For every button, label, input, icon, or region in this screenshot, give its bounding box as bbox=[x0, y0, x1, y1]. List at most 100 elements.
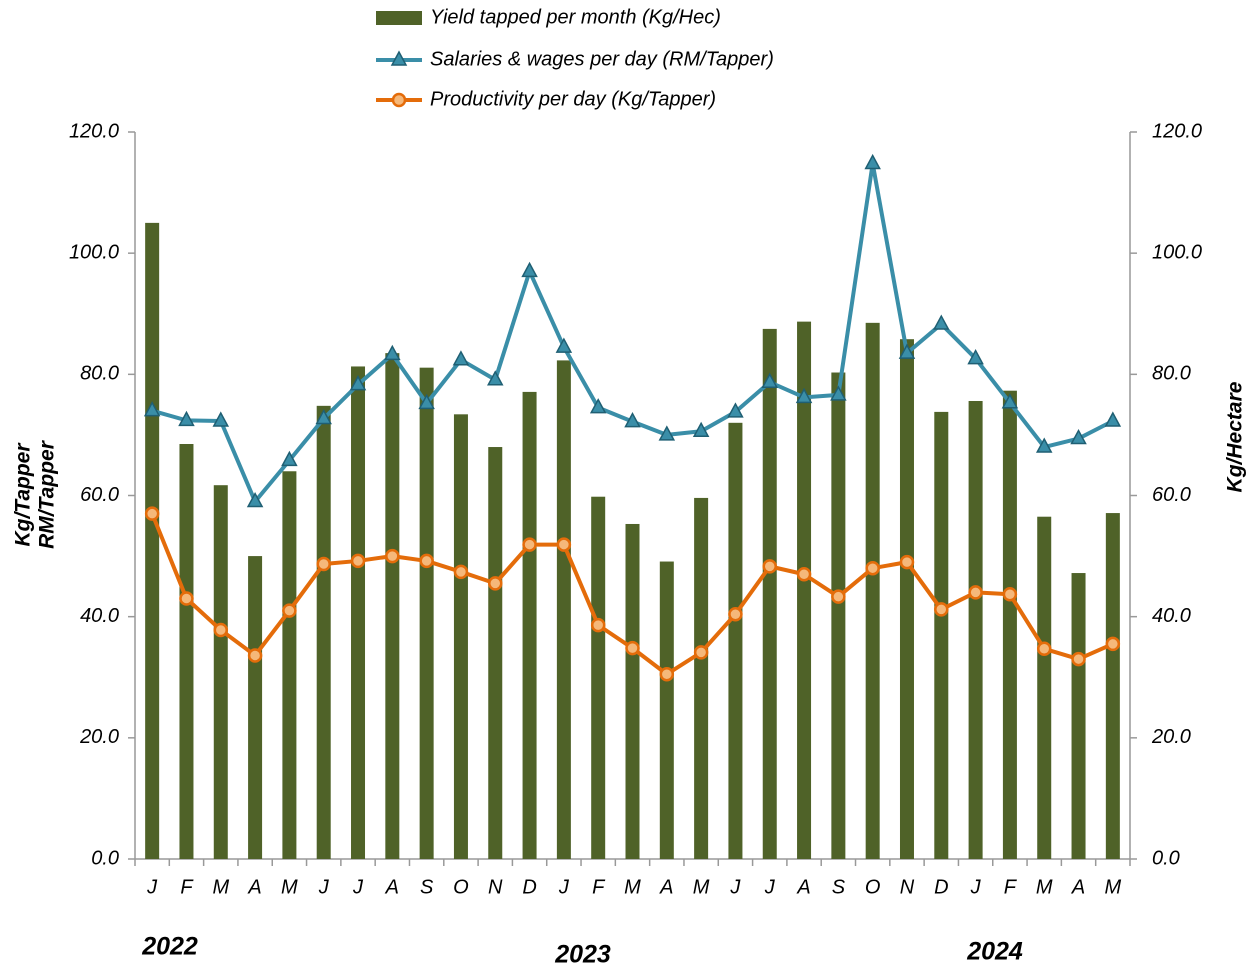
x-tick-label: O bbox=[865, 876, 881, 898]
marker bbox=[865, 560, 880, 576]
year-label: 2023 bbox=[554, 941, 611, 968]
marker bbox=[213, 622, 229, 638]
bar bbox=[865, 322, 880, 859]
x-tick-label: A bbox=[796, 876, 810, 898]
x-tick-label: S bbox=[832, 876, 846, 898]
year-label: 2024 bbox=[966, 938, 1023, 966]
x-tick-label: M bbox=[212, 876, 229, 898]
marker bbox=[1036, 641, 1052, 657]
marker bbox=[761, 372, 778, 388]
x-tick-label: J bbox=[146, 876, 158, 898]
bar bbox=[453, 414, 468, 859]
marker bbox=[899, 554, 915, 570]
bar bbox=[899, 339, 914, 859]
marker bbox=[659, 666, 675, 682]
marker bbox=[522, 537, 537, 552]
y-tick-label: 100.0 bbox=[69, 241, 119, 263]
bar bbox=[762, 328, 777, 859]
bar bbox=[591, 496, 606, 859]
bar bbox=[659, 561, 674, 859]
bar bbox=[419, 367, 434, 859]
y2-tick-label: 40.0 bbox=[1152, 605, 1191, 627]
legend-swatch bbox=[376, 11, 422, 25]
y-tick-label: 0.0 bbox=[91, 847, 119, 869]
x-tick-label: F bbox=[180, 876, 194, 898]
x-tick-label: M bbox=[624, 876, 641, 898]
x-tick-label: N bbox=[488, 876, 503, 898]
bar bbox=[694, 497, 709, 859]
marker bbox=[452, 350, 470, 366]
marker bbox=[385, 548, 400, 564]
x-tick-label: S bbox=[420, 876, 434, 898]
marker bbox=[625, 640, 640, 656]
y2-tick-label: 100.0 bbox=[1152, 241, 1202, 263]
bar bbox=[488, 447, 503, 859]
bar bbox=[316, 405, 331, 859]
marker bbox=[693, 645, 709, 660]
x-tick-label: D bbox=[934, 876, 948, 898]
bar bbox=[968, 400, 983, 859]
x-tick-label: A bbox=[247, 876, 261, 898]
marker bbox=[830, 385, 847, 401]
marker bbox=[246, 491, 264, 508]
marker bbox=[384, 344, 401, 361]
marker bbox=[1001, 393, 1019, 409]
y2-tick-label: 20.0 bbox=[1151, 726, 1191, 748]
marker bbox=[488, 576, 503, 591]
marker bbox=[282, 603, 297, 618]
marker bbox=[967, 349, 984, 365]
marker bbox=[590, 617, 606, 633]
marker bbox=[555, 337, 573, 353]
bar bbox=[1037, 516, 1052, 859]
x-tick-label: N bbox=[900, 876, 915, 898]
x-tick-label: D bbox=[522, 876, 536, 898]
legend-label: Yield tapped per month (Kg/Hec) bbox=[430, 6, 721, 28]
marker bbox=[390, 50, 408, 66]
marker bbox=[1035, 437, 1053, 453]
x-tick-label: F bbox=[1004, 876, 1018, 898]
x-tick-label: M bbox=[693, 876, 710, 898]
marker bbox=[864, 153, 881, 170]
marker bbox=[898, 343, 916, 359]
y2-tick-label: 120.0 bbox=[1152, 120, 1202, 142]
x-tick-label: O bbox=[453, 876, 469, 898]
marker bbox=[349, 375, 367, 391]
y2-tick-label: 60.0 bbox=[1152, 484, 1191, 506]
y-tick-label: 40.0 bbox=[80, 605, 119, 627]
marker bbox=[418, 393, 435, 410]
x-tick-label: J bbox=[318, 876, 330, 898]
bar bbox=[213, 485, 228, 859]
legend-label: Productivity per day (Kg/Tapper) bbox=[430, 88, 716, 110]
marker bbox=[589, 398, 607, 414]
bar bbox=[351, 366, 366, 859]
y-tick-label: 20.0 bbox=[79, 726, 119, 748]
y-tick-label: 80.0 bbox=[80, 363, 119, 385]
marker bbox=[933, 314, 950, 330]
y2-axis-label: Kg/Hectare bbox=[1224, 381, 1247, 492]
marker bbox=[391, 92, 407, 108]
marker bbox=[692, 421, 710, 438]
x-tick-label: F bbox=[592, 876, 606, 898]
x-tick-label: A bbox=[1071, 876, 1085, 898]
marker bbox=[762, 559, 777, 574]
marker bbox=[281, 450, 298, 467]
x-tick-label: J bbox=[970, 876, 982, 898]
bar bbox=[282, 471, 297, 859]
y-axis-label: Kg/Tapper bbox=[12, 442, 35, 547]
marker bbox=[1071, 651, 1086, 667]
marker bbox=[453, 564, 469, 580]
x-tick-label: J bbox=[558, 876, 570, 898]
marker bbox=[178, 410, 195, 427]
bar bbox=[1071, 573, 1086, 859]
marker bbox=[1104, 411, 1122, 427]
marker bbox=[624, 412, 641, 428]
marker bbox=[968, 585, 983, 600]
marker bbox=[795, 387, 813, 404]
marker bbox=[521, 261, 538, 278]
bar bbox=[248, 556, 263, 859]
x-tick-label: M bbox=[1105, 876, 1122, 898]
marker bbox=[212, 411, 230, 427]
marker bbox=[487, 370, 504, 386]
y2-tick-label: 0.0 bbox=[1152, 847, 1180, 869]
marker bbox=[144, 506, 160, 521]
